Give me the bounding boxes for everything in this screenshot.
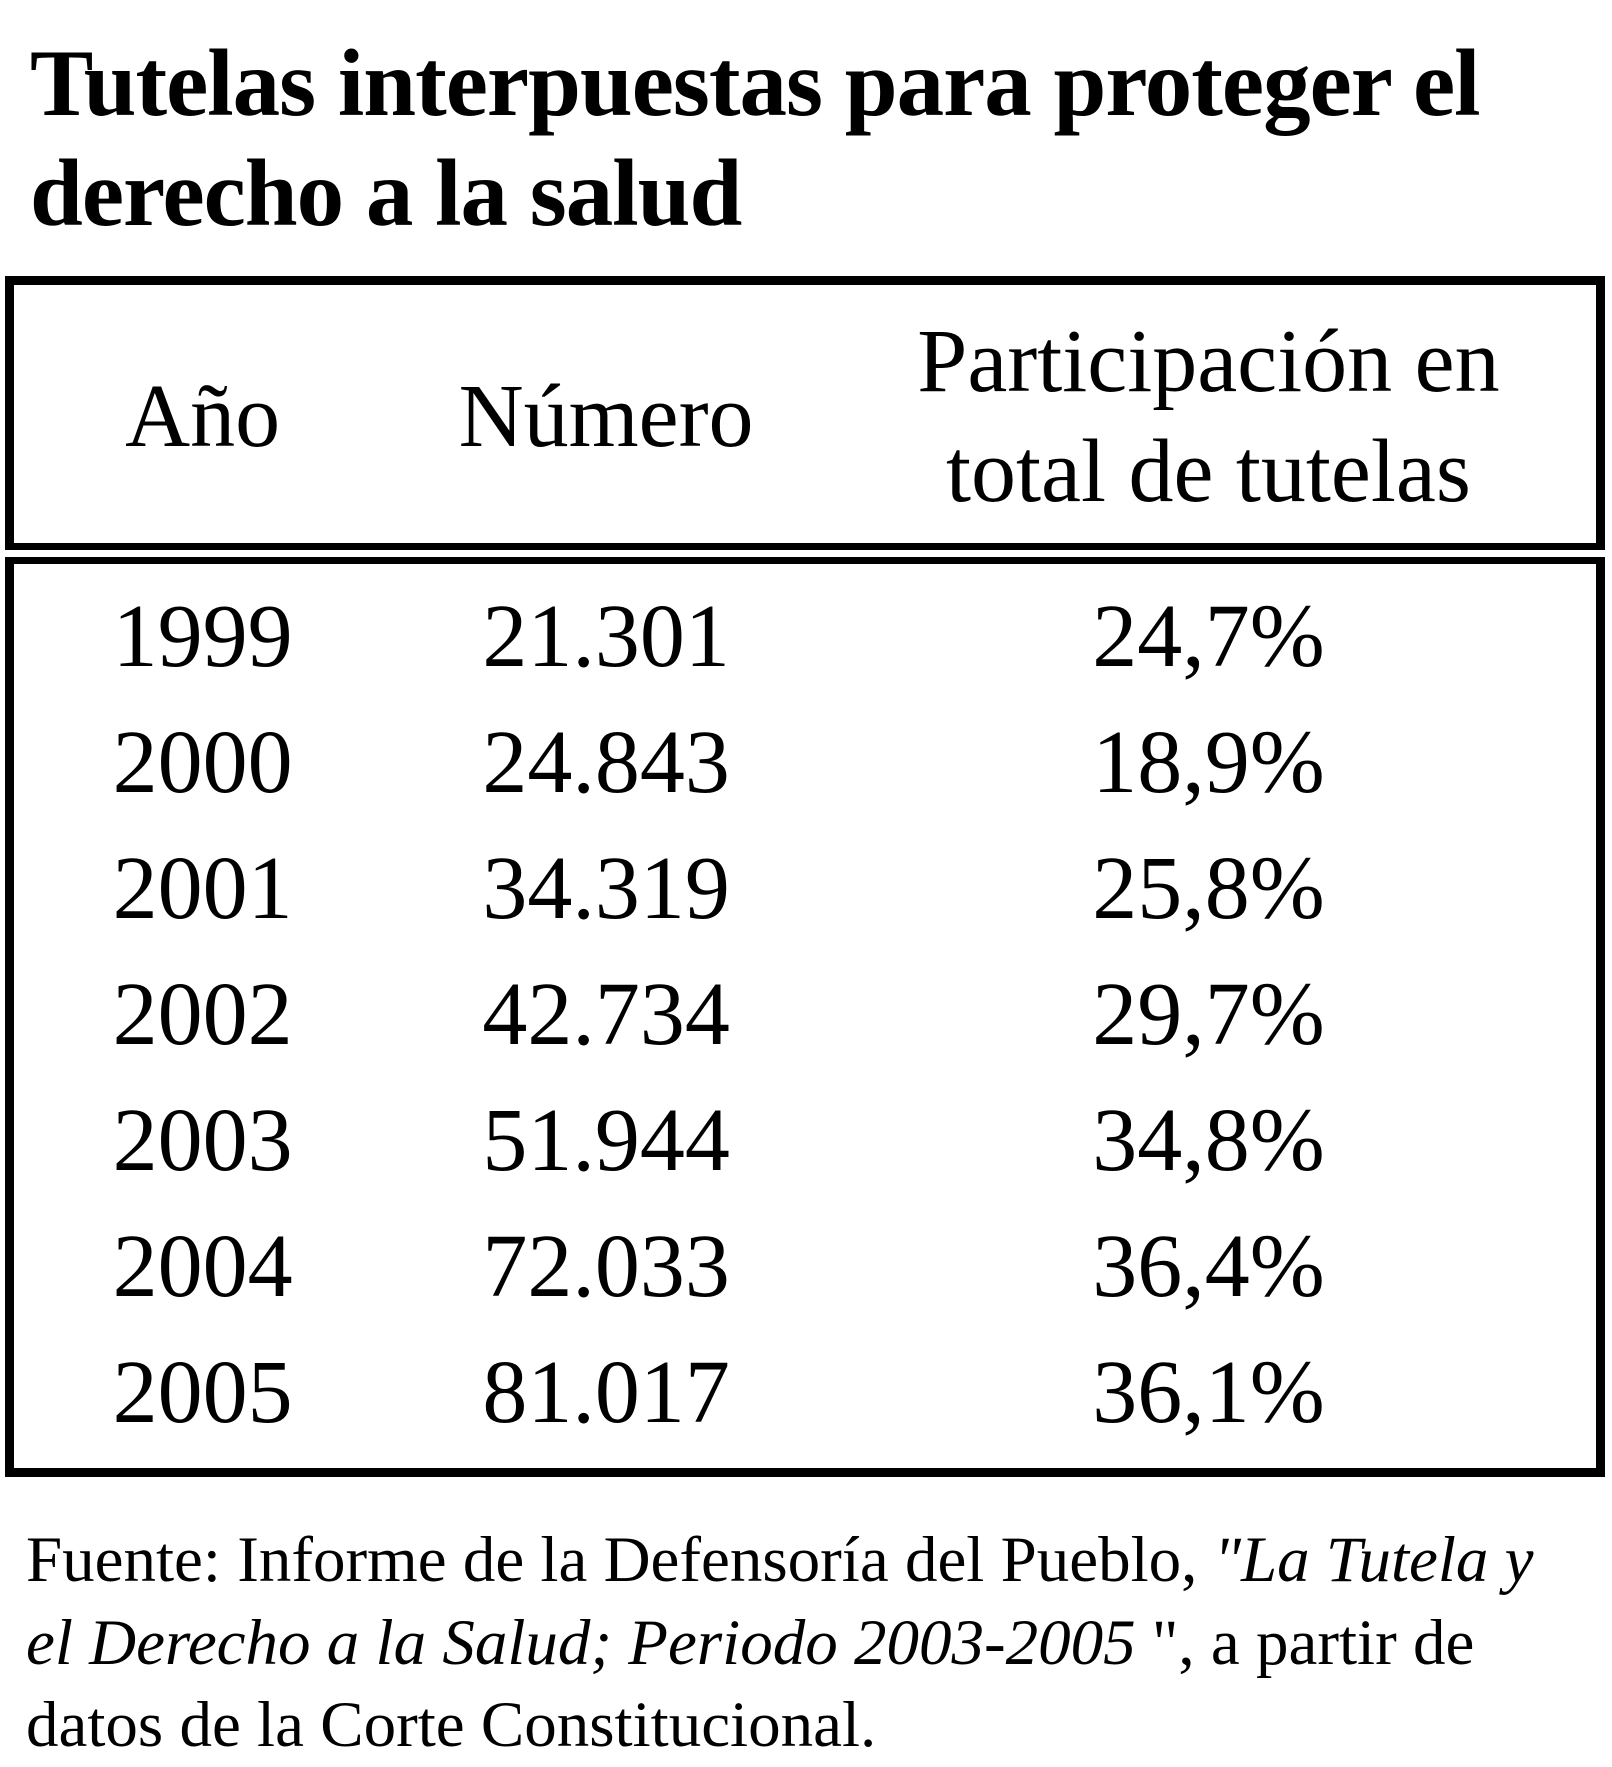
share-cell: 18,9% (1092, 713, 1325, 813)
table-row: 2002 42.734 29,7% (10, 952, 1601, 1078)
column-header-ano: Año (9, 280, 392, 564)
number-cell: 72.033 (482, 1217, 730, 1317)
column-header-numero: Número (391, 280, 821, 564)
tutelas-table: Año Número Participación en total de tut… (5, 276, 1605, 1477)
table-row: 2003 51.944 34,8% (10, 1078, 1601, 1204)
share-cell: 34,8% (1092, 1091, 1325, 1191)
year-cell: 2005 (112, 1343, 293, 1443)
number-cell: 81.017 (482, 1343, 730, 1443)
number-cell: 21.301 (482, 587, 730, 687)
share-cell: 29,7% (1092, 965, 1325, 1065)
number-cell: 34.319 (482, 839, 730, 939)
number-cell: 51.944 (482, 1091, 730, 1191)
number-cell: 24.843 (482, 713, 730, 813)
year-cell: 2000 (112, 713, 293, 813)
page-title: Tutelas interpuestas para proteger el de… (30, 30, 1481, 247)
header-row: Año Número Participación en total de tut… (9, 280, 1601, 564)
table-row: 2005 81.017 36,1% (10, 1330, 1601, 1473)
source-note-italic-title: "La Tutela y el Derecho a la Salud; Peri… (26, 1523, 1534, 1679)
share-cell: 36,1% (1092, 1343, 1325, 1443)
share-cell: 25,8% (1092, 839, 1325, 939)
year-cell: 1999 (112, 587, 293, 687)
table-row: 2001 34.319 25,8% (10, 826, 1601, 952)
number-cell: 42.734 (482, 965, 730, 1065)
source-note: Fuente: Informe de la Defensoría del Pue… (26, 1519, 1576, 1767)
year-cell: 2002 (112, 965, 293, 1065)
table-row: 1999 21.301 24,7% (10, 553, 1601, 700)
year-cell: 2004 (112, 1217, 293, 1317)
table-row: 2000 24.843 18,9% (10, 700, 1601, 826)
year-cell: 2001 (112, 839, 293, 939)
document-page: Tutelas interpuestas para proteger el de… (0, 28, 1612, 1767)
share-cell: 36,4% (1092, 1217, 1325, 1317)
year-cell: 2003 (112, 1091, 293, 1191)
column-header-participacion: Participación en total de tutelas (820, 280, 1601, 564)
share-cell: 24,7% (1092, 587, 1325, 687)
source-note-prefix: Fuente: Informe de la Defensoría del Pue… (26, 1523, 1214, 1596)
table-row: 2004 72.033 36,4% (10, 1204, 1601, 1330)
